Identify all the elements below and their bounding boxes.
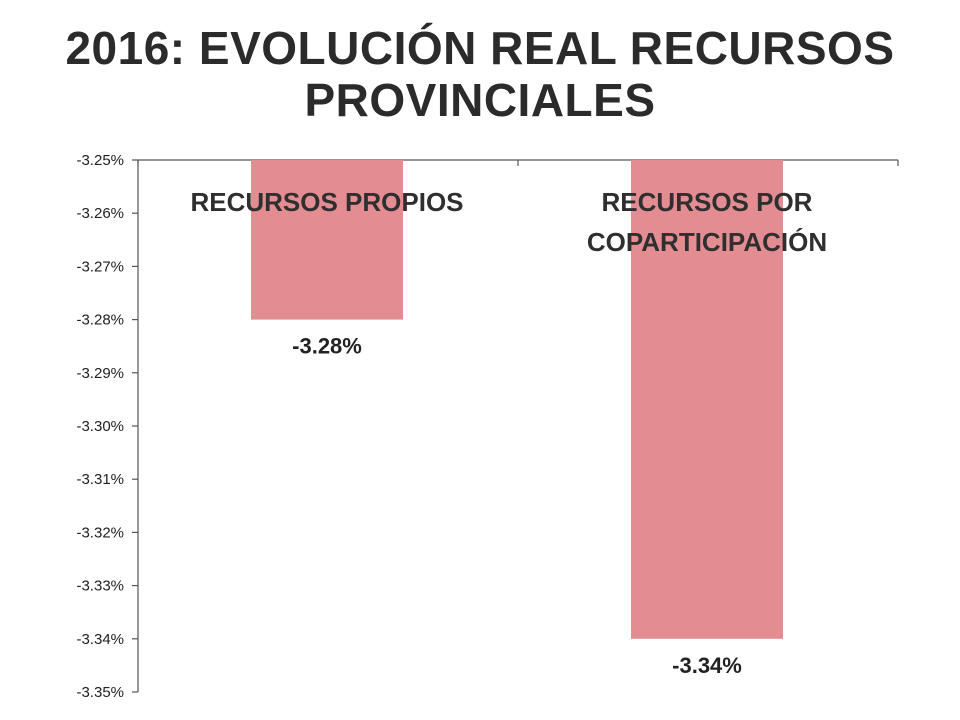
chart-title-line-2: PROVINCIALES	[304, 74, 656, 126]
y-tick-label-4: -3.28%	[76, 312, 124, 329]
y-tick-label-3: -3.27%	[76, 258, 124, 275]
y-tick-label-11: -3.35%	[76, 684, 124, 701]
data-label-1: -3.28%	[292, 334, 362, 359]
y-tick-label-6: -3.30%	[76, 418, 124, 435]
labels: -3.28% RECURSOS PROPIOS -3.34% RECURSOS POR…	[190, 187, 827, 678]
category-label-2-line-1: RECURSOS POR	[602, 187, 813, 217]
y-tick-label-10: -3.34%	[76, 631, 124, 648]
y-tick-label-9: -3.33%	[76, 578, 124, 595]
bar-2	[631, 160, 783, 639]
category-label-1-line-1: RECURSOS PROPIOS	[190, 187, 463, 217]
y-axis: -3.25% -3.26% -3.27% -3.28% -3.29% -3.30% -3.3…	[76, 152, 899, 701]
chart-title-line-1: 2016: EVOLUCIÓN REAL RECURSOS	[65, 22, 895, 74]
bars	[251, 160, 783, 639]
bar-1	[251, 160, 403, 320]
chart-title: 2016: EVOLUCIÓN REAL RECURSOS PROVINCIAL…	[0, 22, 960, 126]
data-label-2: -3.34%	[672, 653, 742, 678]
y-tick-label-7: -3.31%	[76, 471, 124, 488]
category-label-2-line-2: COPARTICIPACIÓN	[587, 227, 827, 257]
y-tick-label-5: -3.29%	[76, 365, 124, 382]
y-tick-label-1: -3.25%	[76, 152, 124, 169]
y-tick-label-2: -3.26%	[76, 205, 124, 222]
y-tick-label-8: -3.32%	[76, 524, 124, 541]
